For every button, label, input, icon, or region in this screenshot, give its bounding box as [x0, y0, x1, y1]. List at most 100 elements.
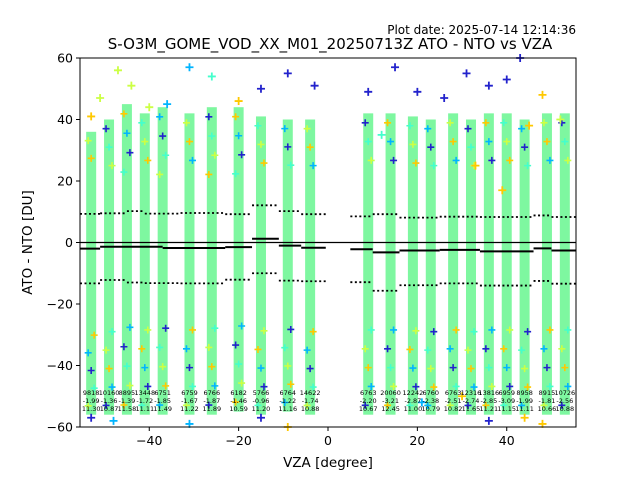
data-point	[235, 360, 243, 368]
data-point	[564, 156, 572, 164]
data-point	[446, 119, 454, 127]
data-column	[464, 119, 478, 415]
outlier-point	[471, 161, 480, 170]
data-point	[384, 401, 392, 409]
data-point	[260, 327, 268, 335]
bin-stat-label: 8958	[516, 389, 533, 397]
data-point	[208, 132, 216, 140]
data-point	[558, 401, 566, 409]
bin-stat-label: 6959	[498, 389, 515, 397]
data-point	[257, 140, 265, 148]
data-column-band	[157, 107, 168, 415]
outlier-point	[377, 130, 386, 139]
data-point	[108, 383, 116, 391]
data-point	[281, 125, 289, 133]
bin-stat-label: -1.74	[302, 397, 319, 405]
data-column	[84, 131, 98, 415]
data-point	[361, 119, 369, 127]
y-tick-label: −40	[47, 358, 73, 373]
data-point	[503, 364, 511, 372]
data-column-band	[425, 119, 436, 415]
y-tick-label: 40	[57, 112, 73, 127]
data-point	[390, 156, 398, 164]
bin-stat-label: -2.74	[463, 397, 480, 405]
data-point	[564, 326, 572, 334]
data-point	[90, 384, 98, 392]
data-point	[205, 113, 213, 121]
bin-stat-label: 11.20	[252, 405, 271, 413]
data-point	[284, 143, 292, 151]
data-point	[238, 322, 246, 330]
data-column-band	[104, 119, 115, 415]
data-point	[449, 364, 457, 372]
data-point	[506, 156, 514, 164]
outlier-point	[87, 413, 96, 422]
data-column	[138, 113, 152, 415]
data-point	[238, 151, 246, 159]
data-point	[138, 401, 146, 409]
plot-date: Plot date: 2025-07-14 12:14:36	[387, 23, 576, 37]
data-point	[211, 382, 219, 390]
bin-stat-label: 11.11	[135, 405, 154, 413]
data-point	[260, 383, 268, 391]
bin-stat-label: -1.99	[83, 397, 100, 405]
bin-stat-label: -1.81	[539, 397, 556, 405]
data-point	[105, 365, 113, 373]
outlier-point	[310, 81, 319, 90]
x-tick-label: −20	[225, 433, 251, 448]
data-point	[540, 401, 548, 409]
data-point	[232, 113, 240, 121]
data-point	[543, 364, 551, 372]
data-point	[482, 401, 490, 409]
data-point	[364, 364, 372, 372]
bin-stat-label: 10.67	[359, 405, 378, 413]
bin-stat-label: 12.45	[381, 405, 400, 413]
data-point	[521, 143, 529, 151]
data-point	[205, 401, 213, 409]
data-point	[488, 156, 496, 164]
outlier-point	[185, 63, 194, 72]
data-point	[367, 326, 375, 334]
plot-area: 9818-1.9911.3010160-1.3610.878895-1.3911…	[80, 54, 576, 431]
data-point	[120, 168, 128, 176]
data-point	[390, 382, 398, 390]
outlier-point	[484, 416, 493, 425]
data-point	[467, 365, 475, 373]
data-point	[488, 326, 496, 334]
outlier-point	[520, 413, 529, 422]
bin-stat-label: 8915	[539, 389, 556, 397]
data-point	[102, 401, 110, 409]
data-point	[303, 125, 311, 133]
data-point	[384, 345, 392, 353]
outlier-point	[163, 100, 172, 109]
bin-stat-label: -1.87	[203, 397, 220, 405]
bin-stat-label: 8895	[119, 389, 136, 397]
data-point	[188, 382, 196, 390]
data-point	[185, 138, 193, 146]
data-column-band	[465, 119, 476, 415]
outlier-point	[96, 93, 105, 102]
data-column	[156, 107, 170, 415]
data-point	[558, 345, 566, 353]
data-point	[141, 138, 149, 146]
data-point	[108, 162, 116, 170]
data-column-band	[282, 119, 293, 412]
data-point	[452, 382, 460, 390]
x-tick-label: −40	[136, 433, 162, 448]
bin-stat-label: -1.99	[516, 397, 533, 405]
data-point	[287, 380, 295, 388]
data-point	[412, 383, 420, 391]
outlier-point	[256, 84, 265, 93]
data-point	[84, 402, 92, 410]
data-point	[84, 137, 92, 145]
data-point	[424, 346, 432, 354]
data-point	[156, 401, 164, 409]
outlier-point	[525, 121, 534, 130]
outlier-point	[462, 69, 471, 78]
bin-stat-label: 10.66	[538, 405, 557, 413]
data-point	[384, 119, 392, 127]
data-column-band	[519, 119, 530, 415]
data-point	[156, 113, 164, 121]
x-axis-label: VZA [degree]	[283, 455, 373, 471]
outlier-point	[440, 93, 449, 102]
